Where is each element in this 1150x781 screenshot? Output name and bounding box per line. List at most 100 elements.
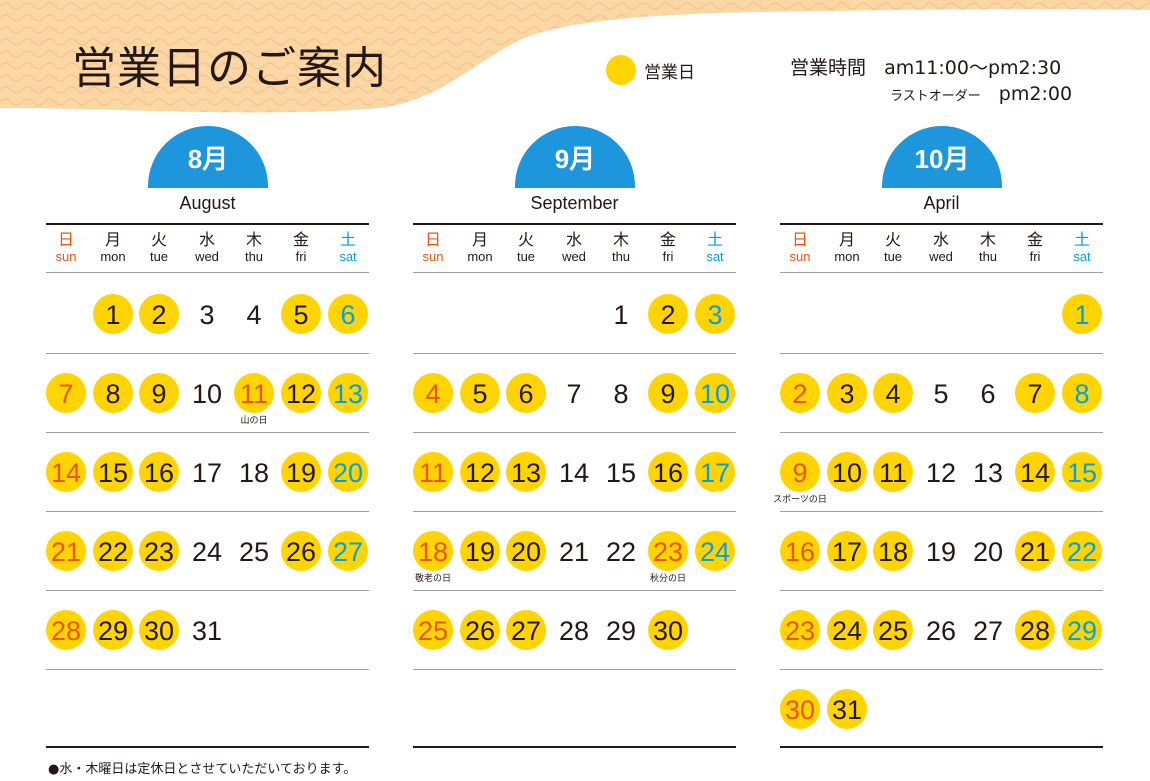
weekday-jp: 土 [706,230,723,249]
calendar-day: 26 [460,610,500,650]
weekday-wed: 水 wed [554,231,594,265]
weekday-en: sun [55,249,77,264]
weekday-en: wed [195,249,219,264]
calendar-day: 12 [460,452,500,492]
calendar-day: 29 [605,616,637,646]
weekday-divider [780,272,1103,273]
week-divider [413,669,736,670]
calendar-day: 25 [238,537,270,567]
calendar-day: 29 [1062,610,1102,650]
calendar-day: 12 [925,458,957,488]
calendar-day: 21 [46,531,86,571]
weekday-fri: 金 fri [648,231,688,265]
weekday-jp: 木 [245,230,262,249]
calendar-day: 1 [93,294,133,334]
calendar-day: 15 [93,452,133,492]
calendar-day: 28 [558,616,590,646]
calendar-day: 28 [1015,610,1055,650]
calendar-day: 20 [506,531,546,571]
weekday-sun: 日 sun [413,231,453,265]
weekday-tue: 火 tue [873,231,913,265]
weekday-en: mon [834,249,860,264]
calendar-day: 27 [506,610,546,650]
weekday-header: 日 sun 月 mon 火 tue 水 wed 木 thu 金 fri 土 sat [46,231,369,271]
calendar-day: 31 [827,689,867,729]
weekday-en: fri [662,249,674,264]
calendar-day: 2 [648,294,688,334]
calendar-day: 18 [413,531,453,571]
weekday-en: sun [422,249,444,264]
calendar-day: 19 [925,537,957,567]
weekday-divider [413,272,736,273]
weekday-divider [46,272,369,273]
weekday-jp: 火 [884,230,901,249]
calendar-day: 11 [873,452,913,492]
weekday-jp: 金 [1026,230,1043,249]
last-order-label: ラストオーダー [890,89,981,104]
calendar-day: 10 [827,452,867,492]
month-english-name: August [179,193,236,213]
calendar-day: 18 [238,458,270,488]
week-divider [780,353,1103,354]
weekday-en: sat [706,249,724,264]
weekday-en: thu [611,249,631,264]
calendar-day: 11 [234,373,274,413]
hours-time: am11:00〜pm2:30 [884,57,1062,79]
calendar-day: 2 [780,373,820,413]
calendar-day: 5 [460,373,500,413]
calendar-day: 22 [1062,531,1102,571]
weekday-jp: 土 [339,230,356,249]
week-divider [780,511,1103,512]
calendar-day: 10 [695,373,735,413]
weekday-sat: 土 sat [695,231,735,265]
weekday-sun: 日 sun [780,231,820,265]
calendar-day: 13 [972,458,1004,488]
calendar-day: 1 [1062,294,1102,334]
week-divider [46,432,369,433]
month-top-rule [780,223,1103,225]
month-english-name: September [530,193,619,213]
weekday-jp: 月 [838,230,855,249]
weekday-jp: 月 [104,230,121,249]
calendar-day: 3 [695,294,735,334]
calendar-day: 23 [139,531,179,571]
calendar-day: 7 [566,379,582,409]
calendar-day: 10 [191,379,223,409]
month-bottom-rule [413,746,736,748]
weekday-jp: 火 [517,230,534,249]
week-divider [46,353,369,354]
weekday-jp: 金 [659,230,676,249]
calendar-day: 14 [46,452,86,492]
week-divider [46,590,369,591]
weekday-en: mon [100,249,126,264]
calendar-day: 14 [558,458,590,488]
calendar-day: 22 [605,537,637,567]
calendar-day: 2 [139,294,179,334]
week-divider [780,590,1103,591]
week-divider [780,432,1103,433]
calendar-day: 25 [873,610,913,650]
hours-label: 営業時間 [790,57,867,79]
weekday-jp: 木 [979,230,996,249]
month-bottom-rule [46,746,369,748]
month-top-rule [413,223,736,225]
calendar-day: 17 [695,452,735,492]
week-divider [413,511,736,512]
weekday-jp: 土 [1073,230,1090,249]
last-order-time: pm2:00 [998,83,1073,105]
calendar-day: 8 [93,373,133,413]
header-background [0,0,1150,113]
calendar-day: 9 [139,373,179,413]
weekday-en: wed [929,249,953,264]
week-divider [46,669,369,670]
weekday-jp: 月 [471,230,488,249]
weekday-en: tue [516,249,536,264]
weekday-wed: 水 wed [187,231,227,265]
calendar-day: 17 [827,531,867,571]
weekday-jp: 火 [150,230,167,249]
holiday-label: 秋分の日 [649,574,686,584]
calendar-day: 5 [933,379,949,409]
weekday-en: fri [1029,249,1041,264]
weekday-jp: 日 [424,230,441,249]
weekday-en: sun [789,249,811,264]
